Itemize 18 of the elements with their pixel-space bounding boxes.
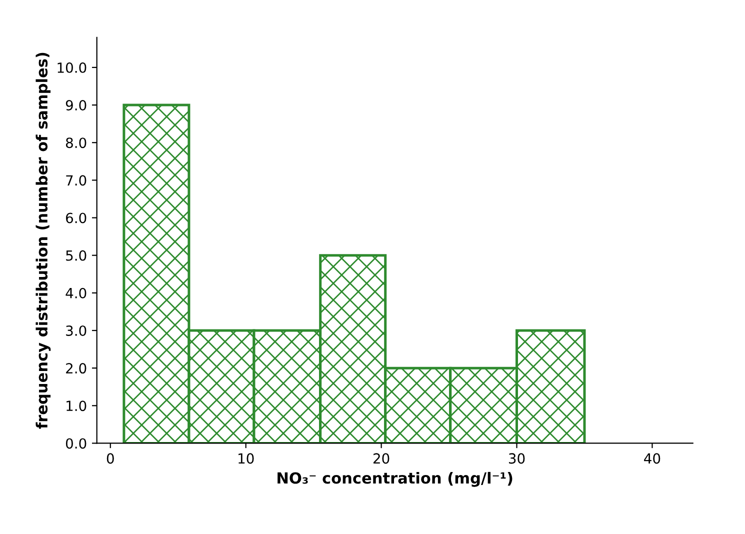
x-tick-label: 20	[373, 453, 390, 464]
x-tick-label: 30	[508, 453, 525, 464]
y-tick-label: 1.0	[66, 400, 86, 412]
x-tick-label: 40	[644, 453, 660, 464]
y-tick-label: 9.0	[66, 100, 86, 110]
y-tick-label: 5.0	[66, 250, 86, 261]
y-tick-label: 0.0	[66, 438, 86, 449]
y-tick-label: 3.0	[66, 325, 86, 336]
y-tick-label: 4.0	[66, 288, 86, 298]
y-axis-title: frequency distribution (number of samples)	[36, 52, 51, 429]
y-tick-label: 7.0	[66, 175, 86, 186]
x-tick-label: 10	[238, 453, 254, 464]
y-tick-label: 10.0	[58, 62, 86, 73]
x-tick-label: 0	[106, 453, 114, 464]
y-tick-label: 6.0	[66, 212, 86, 224]
y-tick-label: 2.0	[66, 363, 86, 374]
x-axis-title: NO₃⁻ concentration (mg/l⁻¹)	[278, 472, 512, 487]
y-tick-label: 8.0	[66, 138, 86, 148]
